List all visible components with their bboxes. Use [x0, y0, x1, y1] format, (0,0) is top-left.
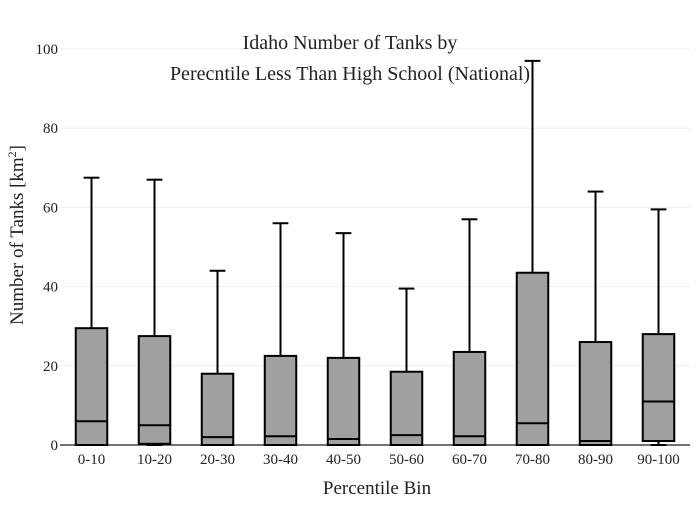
box-group-30-40: [263, 222, 298, 446]
box-group-80-90: [578, 190, 613, 447]
x-tick-label: 0-10: [78, 452, 106, 468]
y-axis-title-superscript: 2: [5, 151, 19, 157]
y-tick-label: 0: [51, 438, 59, 454]
box-iqr: [641, 333, 676, 443]
y-axis-title-close: ]: [7, 145, 28, 151]
chart-title-line-1: Idaho Number of Tanks by: [243, 32, 458, 54]
x-tick-label: 30-40: [263, 452, 298, 468]
box-group-60-70: [452, 218, 487, 446]
y-axis-title: Number of Tanks [km2]: [5, 145, 28, 325]
y-axis-title-main: Number of Tanks [km: [7, 157, 28, 325]
x-tick-label: 40-50: [326, 452, 361, 468]
x-tick-label: 70-80: [515, 452, 550, 468]
x-tick-label: 60-70: [452, 452, 487, 468]
box-iqr: [578, 341, 613, 447]
y-tick-label: 40: [43, 280, 58, 296]
y-tick-labels: 0 20 40 60 80 100: [36, 42, 59, 454]
box-group-20-30: [200, 269, 235, 446]
box-iqr: [74, 327, 109, 446]
chart-title-line-2: Perecntile Less Than High School (Nation…: [170, 63, 530, 85]
y-tick-label: 20: [43, 359, 58, 375]
x-tick-labels: 0-10 10-20 20-30 30-40 40-50 50-60 60-70 70-80 8…: [78, 452, 680, 468]
box-iqr: [263, 354, 298, 446]
box-iqr: [515, 271, 550, 446]
box-iqr: [137, 335, 172, 445]
box-iqr: [389, 370, 424, 446]
box-group-10-20: [137, 178, 172, 446]
y-tick-label: 100: [36, 42, 59, 58]
x-tick-label: 20-30: [200, 452, 235, 468]
y-tick-label: 60: [43, 200, 58, 216]
box-iqr: [452, 350, 487, 446]
x-axis-title: Percentile Bin: [323, 478, 432, 499]
x-tick-label: 10-20: [137, 452, 172, 468]
box-layer: [74, 59, 676, 447]
x-tick-label: 80-90: [578, 452, 613, 468]
x-tick-label: 90-100: [637, 452, 680, 468]
box-group-70-80: [515, 59, 550, 446]
box-iqr: [200, 372, 235, 446]
box-iqr: [326, 356, 361, 447]
y-tick-label: 80: [43, 121, 58, 137]
box-group-90-100: [641, 208, 676, 446]
x-tick-label: 50-60: [389, 452, 424, 468]
box-group-0-10: [74, 176, 109, 446]
box-group-50-60: [389, 287, 424, 446]
box-group-40-50: [326, 232, 361, 447]
